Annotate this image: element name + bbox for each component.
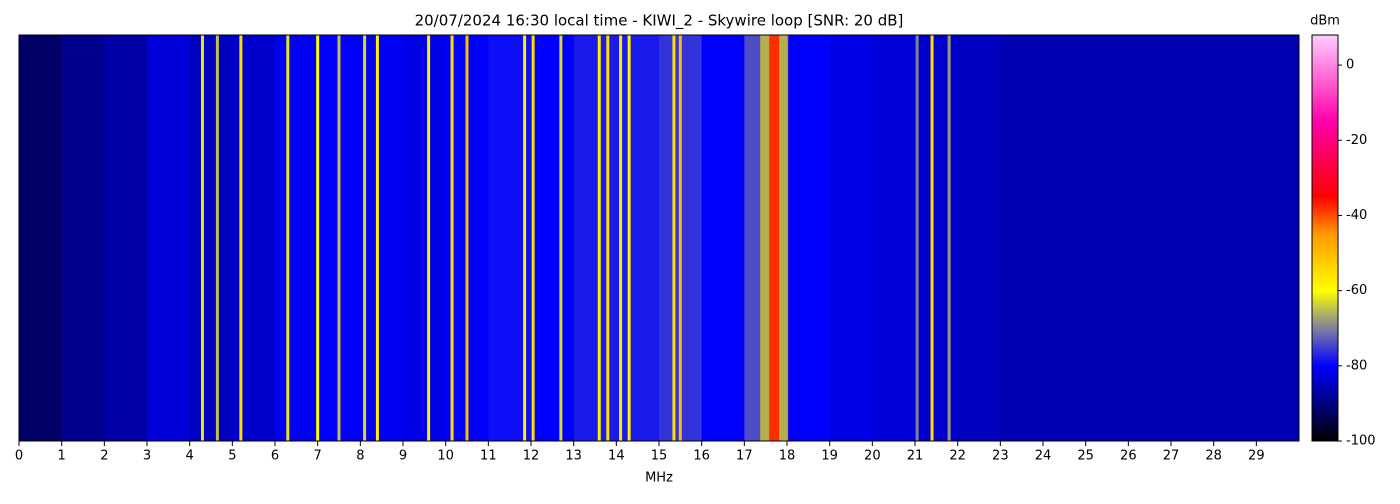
x-tick-label: 6: [271, 449, 279, 464]
band-level: [104, 35, 148, 441]
x-tick-label: 16: [693, 449, 710, 464]
band-level: [189, 35, 233, 441]
x-tick-label: 21: [907, 449, 924, 464]
signal-line: [678, 35, 682, 441]
signal-line: [523, 35, 527, 441]
band-level: [1171, 35, 1215, 441]
colorbar-tick-label: -60: [1346, 283, 1367, 298]
signal-line: [531, 35, 535, 441]
signal-line: [559, 35, 563, 441]
x-tick-label: 18: [779, 449, 796, 464]
band-level: [787, 35, 831, 441]
band-level: [1128, 35, 1172, 441]
band-level: [147, 35, 191, 441]
x-tick-label: 7: [314, 449, 322, 464]
x-tick-label: 8: [356, 449, 364, 464]
signal-line: [375, 35, 379, 441]
x-tick-label: 20: [864, 449, 881, 464]
x-tick-label: 12: [523, 449, 540, 464]
x-tick-label: 27: [1163, 449, 1180, 464]
signal-line: [427, 35, 431, 441]
x-tick-label: 26: [1120, 449, 1137, 464]
band-level: [360, 35, 404, 441]
signal-line: [769, 35, 780, 441]
colorbar-label: dBm: [1310, 14, 1340, 29]
band-level: [232, 35, 276, 441]
band-level: [531, 35, 575, 441]
x-tick-label: 15: [651, 449, 668, 464]
colorbar: [1311, 34, 1339, 442]
signal-line: [450, 35, 454, 441]
chart-title: 20/07/2024 16:30 local time - KIWI_2 - S…: [415, 12, 904, 31]
signal-line: [930, 35, 934, 441]
x-tick-label: 13: [565, 449, 582, 464]
band-level: [403, 35, 447, 441]
signal-line: [316, 35, 320, 441]
band-level: [573, 35, 617, 441]
x-tick-label: 28: [1205, 449, 1222, 464]
band-level: [1043, 35, 1087, 441]
x-tick-label: 19: [821, 449, 838, 464]
x-tick-label: 24: [1035, 449, 1052, 464]
x-tick-label: 23: [992, 449, 1009, 464]
x-tick-label: 14: [608, 449, 625, 464]
band-level: [275, 35, 319, 441]
x-tick-label: 25: [1077, 449, 1094, 464]
x-tick-label: 17: [736, 449, 753, 464]
x-tick-label: 1: [58, 449, 66, 464]
colorbar-tick-label: -80: [1346, 358, 1367, 373]
band-level: [61, 35, 105, 441]
signal-line: [915, 35, 919, 441]
band-level: [19, 35, 63, 441]
x-tick-label: 0: [15, 449, 23, 464]
signal-line: [627, 35, 631, 441]
band-level: [957, 35, 1001, 441]
band-level: [915, 35, 959, 441]
x-tick-label: 9: [399, 449, 407, 464]
signal-line: [286, 35, 290, 441]
signal-line: [363, 35, 367, 441]
x-axis-label: MHz: [645, 471, 673, 486]
signal-line: [239, 35, 243, 441]
band-level: [1085, 35, 1129, 441]
signal-line: [947, 35, 951, 441]
signal-line: [672, 35, 676, 441]
colorbar-tick-label: -100: [1346, 434, 1376, 449]
x-tick-label: 2: [100, 449, 108, 464]
band-level: [872, 35, 916, 441]
signal-line: [619, 35, 623, 441]
band-level: [701, 35, 745, 441]
x-tick-label: 11: [480, 449, 497, 464]
colorbar-tick-label: -20: [1346, 133, 1367, 148]
x-tick-label: 3: [143, 449, 151, 464]
band-level: [1000, 35, 1044, 441]
band-level: [1256, 35, 1300, 441]
signal-line: [337, 35, 341, 441]
signal-line: [597, 35, 601, 441]
x-tick-label: 10: [437, 449, 454, 464]
band-level: [829, 35, 873, 441]
band-level: [1213, 35, 1257, 441]
x-tick-label: 29: [1248, 449, 1265, 464]
band-level: [616, 35, 660, 441]
signal-line: [200, 35, 204, 441]
x-tick-label: 5: [228, 449, 236, 464]
x-tick-label: 4: [186, 449, 194, 464]
colorbar-tick-label: -40: [1346, 208, 1367, 223]
x-tick-label: 22: [949, 449, 966, 464]
signal-line: [606, 35, 610, 441]
signal-line: [465, 35, 469, 441]
colorbar-tick-label: 0: [1346, 58, 1354, 73]
signal-line: [215, 35, 219, 441]
plot-area: [19, 35, 1300, 441]
